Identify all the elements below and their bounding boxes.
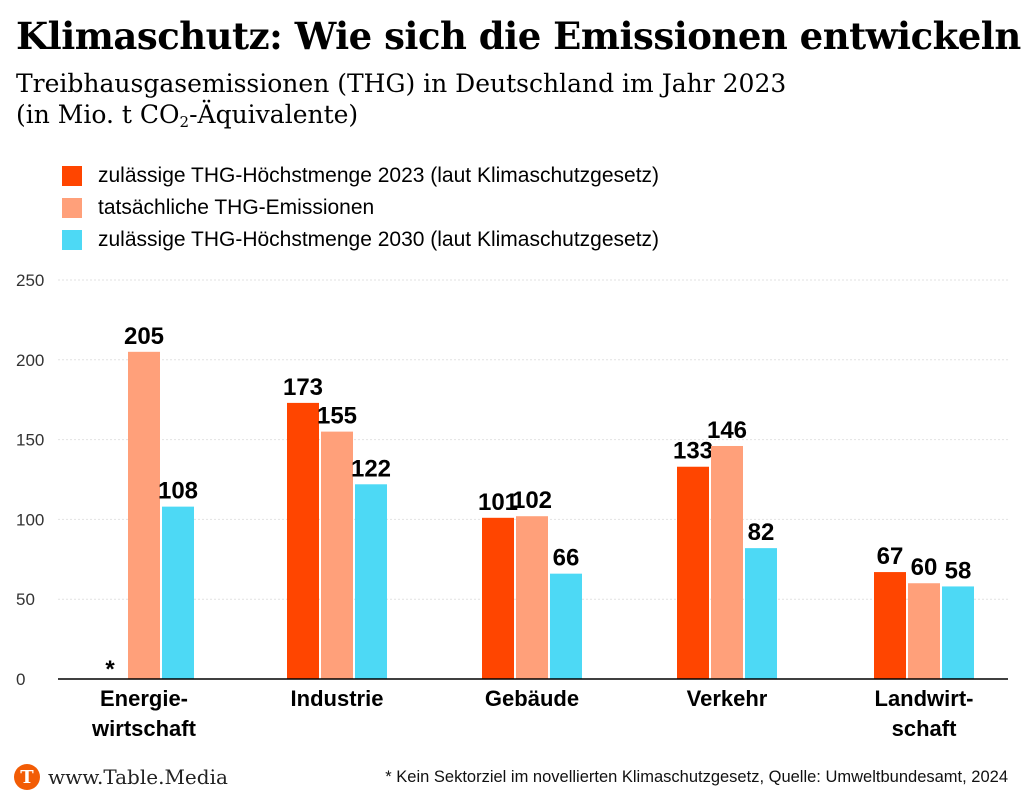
category-label: wirtschaft [91,716,197,741]
bar [745,548,777,679]
bar [711,445,743,679]
data-label: 122 [351,455,391,482]
bar [482,517,514,679]
subtitle-line-1: Treibhausgasemissionen (THG) in Deutschl… [16,69,787,98]
subtitle-unit-sub: 2 [179,113,190,131]
subtitle-unit-pre: (in Mio. t CO [16,100,180,129]
chart-subtitle: Treibhausgasemissionen (THG) in Deutschl… [16,68,1006,130]
legend-swatch-actual [62,198,82,218]
source-footnote: * Kein Sektorziel im novellierten Klimas… [385,768,1008,786]
bar [677,466,709,679]
bar [321,431,353,679]
legend-swatch-max-2030 [62,230,82,250]
legend-swatch-max-2023 [62,166,82,186]
data-label: 67 [877,543,904,570]
brand-logo[interactable]: T www.Table.Media [14,764,228,790]
y-tick-label: 250 [16,271,44,290]
category-label: Verkehr [687,686,768,711]
data-label: 146 [707,417,747,444]
legend-item-max-2030: zulässige THG-Höchstmenge 2030 (laut Kli… [62,224,659,256]
chart-title: Klimaschutz: Wie sich die Emissionen ent… [16,14,1021,58]
bar [516,516,548,679]
data-label: 102 [512,487,552,514]
category-label: Gebäude [485,686,579,711]
legend-item-max-2023: zulässige THG-Höchstmenge 2023 (laut Kli… [62,160,659,192]
bar [287,402,319,679]
legend-label-actual: tatsächliche THG-Emissionen [98,196,375,219]
category-label: Industrie [291,686,384,711]
category-label: Landwirt- [875,686,974,711]
data-label: 60 [911,554,938,581]
data-label: 82 [748,519,775,546]
bar [942,586,974,679]
y-tick-label: 50 [16,590,35,609]
data-label: 58 [945,557,972,584]
legend-label-max-2030: zulässige THG-Höchstmenge 2030 (laut Kli… [98,228,660,251]
table-media-logo-icon: T [14,764,40,790]
data-label: 155 [317,403,357,430]
category-label: schaft [892,716,957,741]
legend-label-max-2023: zulässige THG-Höchstmenge 2023 (laut Kli… [98,164,660,187]
bar-chart: 0 50 100 150 200 250 * 205 108 Energie-wirtschaft… [16,271,1008,741]
bar [550,573,582,679]
bar [355,484,387,679]
data-label: 133 [673,438,713,465]
y-tick-label: 200 [16,351,44,370]
subtitle-line-2: (in Mio. t CO2-Äquivalente) [16,99,1006,130]
subtitle-unit-post: -Äquivalente) [189,100,359,129]
bar [874,572,906,679]
data-label: 108 [158,478,198,505]
brand-url[interactable]: www.Table.Media [48,765,228,789]
data-label: 66 [553,545,580,572]
chart-legend: zulässige THG-Höchstmenge 2023 (laut Kli… [62,160,659,256]
legend-item-actual: tatsächliche THG-Emissionen [62,192,659,224]
data-label: 101 [478,489,518,516]
bar [162,506,194,679]
y-tick-label: 150 [16,431,44,450]
data-label: 205 [124,323,164,350]
bar [128,351,160,679]
bar [908,583,940,679]
missing-marker: * [105,656,115,683]
y-tick-label: 0 [16,670,25,689]
y-tick-label: 100 [16,510,44,529]
data-label: 173 [283,374,323,401]
category-label: Energie- [100,686,188,711]
